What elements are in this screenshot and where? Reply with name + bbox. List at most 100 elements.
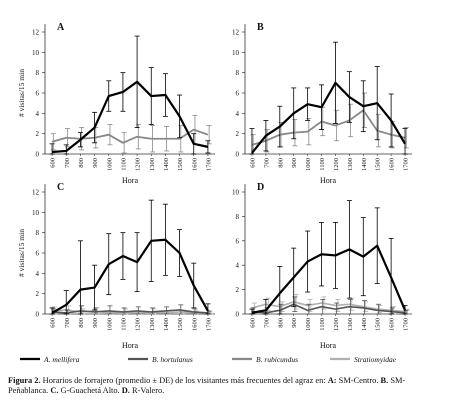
x-tick-label: 1400 (163, 158, 170, 171)
x-tick-label: 1500 (177, 318, 184, 331)
caption-key-b: B. (380, 376, 389, 385)
x-tick-label: 600 (50, 318, 57, 328)
x-tick-label: 900 (291, 158, 298, 168)
caption-lead: Figura 2. (8, 376, 41, 385)
x-tick-label: 1700 (403, 318, 410, 331)
x-tick-label: 700 (263, 158, 270, 168)
series-line (251, 303, 406, 314)
y-tick-label: 4 (236, 110, 240, 118)
x-axis-title-bottom: Hora (122, 341, 138, 350)
figure-caption: Figura 2. Horarios de forrajero (promedi… (8, 376, 444, 396)
x-tick-label: 1100 (319, 158, 326, 171)
x-tick-label: 1400 (163, 318, 170, 331)
x-tick-label: 1100 (120, 158, 127, 171)
x-tick-label: 1600 (191, 318, 198, 331)
x-tick-label: 1000 (106, 318, 113, 331)
panel-b: B 0 2 4 6 8 10 12 600 700 800 900 1000 1100 1200 1300 14… (232, 22, 412, 171)
y-tick-label: 0 (236, 311, 240, 319)
panel-a: A 0 2 4 6 8 10 12 600 700 800 900 1000 1100 1200 1300 14… (17, 22, 215, 171)
x-axis-title-bottom-right: Hora (320, 341, 336, 350)
series-stratiomyidae (51, 305, 213, 315)
legend-label: Stratiomyidae (354, 355, 397, 364)
x-tick-label: 1200 (135, 318, 142, 331)
x-tick-label: 1700 (403, 158, 410, 171)
legend-label: B. hortulanus (152, 355, 193, 364)
caption-key-a: A: (327, 376, 337, 385)
caption-key-d: D. (121, 386, 130, 395)
panel-d: D 0 2 4 6 8 10 600 700 800 900 1000 1100 1200 1300 1400… (232, 182, 412, 331)
panel-letter-b: B (257, 22, 264, 33)
x-tick-label: 1200 (333, 158, 340, 171)
series-line (251, 300, 406, 313)
series-a-mellifera (249, 200, 408, 315)
series-line (251, 109, 406, 146)
x-tick-label: 900 (291, 318, 298, 328)
x-tick-label: 1600 (191, 158, 198, 171)
y-tick-label: 0 (236, 151, 240, 159)
caption-site-d: R-Valero. (132, 386, 165, 395)
x-tick-label: 800 (277, 158, 284, 168)
legend: A. mellifera B. hortulanus B. rubicundus St… (20, 355, 397, 364)
series-line (51, 238, 209, 314)
x-tick-label: 1500 (375, 318, 382, 331)
y-tick-label: 4 (36, 110, 40, 118)
y-tick-label: 8 (36, 69, 40, 77)
x-tick-label: 1200 (333, 318, 340, 331)
x-tick-label: 1400 (361, 318, 368, 331)
y-axis-title: # visitas/15 min (17, 229, 26, 277)
caption-text: Horarios de forrajero (promedio ± DE) de… (42, 376, 326, 385)
series-line (51, 128, 209, 144)
x-tick-label: 900 (92, 318, 99, 328)
series-line (251, 81, 406, 154)
x-tick-label: 1000 (305, 158, 312, 171)
x-tick-label: 600 (249, 158, 256, 168)
y-tick-label: 2 (36, 290, 40, 298)
series-a-mellifera (49, 199, 211, 315)
x-tick-label: 1400 (361, 158, 368, 171)
x-tick-label: 700 (64, 158, 71, 168)
y-axis-title: # visitas/15 min (17, 69, 26, 117)
y-tick-label: 6 (236, 90, 240, 98)
panel-letter-d: D (257, 182, 264, 193)
x-tick-label: 1700 (205, 158, 212, 171)
series-b-hortulanus (250, 296, 409, 315)
legend-label: A. mellifera (43, 355, 80, 364)
x-tick-label: 1500 (375, 158, 382, 171)
series-b-rubicundus (50, 114, 212, 154)
x-tick-label: 1300 (149, 318, 156, 331)
series-stratiomyidae (251, 294, 410, 315)
caption-site-c: G-Guachetá Alto. (60, 386, 120, 395)
x-tick-label: 1100 (319, 318, 326, 331)
caption-site-b: SM-Peñablanca. (8, 376, 406, 395)
caption-site-a: SM-Centro. (338, 376, 379, 385)
y-tick-label: 2 (236, 130, 240, 138)
y-tick-label: 6 (36, 90, 40, 98)
x-tick-label: 700 (263, 318, 270, 328)
series-line (251, 244, 407, 314)
x-tick-label: 1300 (347, 318, 354, 331)
x-tick-label: 600 (249, 318, 256, 328)
x-tick-label: 1100 (120, 318, 127, 331)
y-tick-label: 8 (36, 229, 40, 237)
panel-c: C 0 2 4 6 8 10 12 600 700 800 900 1000 1100 1200 1300 14… (17, 182, 215, 331)
y-tick-label: 6 (36, 250, 40, 258)
x-tick-label: 600 (50, 158, 57, 168)
x-tick-label: 1200 (135, 158, 142, 171)
x-axis-title-top: Hora (122, 176, 138, 185)
y-tick-label: 10 (32, 49, 40, 57)
y-tick-label: 10 (232, 189, 240, 197)
x-tick-label: 800 (277, 318, 284, 328)
x-tick-label: 1300 (149, 158, 156, 171)
y-tick-label: 4 (36, 270, 40, 278)
y-tick-label: 12 (32, 189, 40, 197)
x-tick-label: 1600 (389, 318, 396, 331)
series-a-mellifera (249, 41, 408, 155)
series-b-rubicundus (250, 92, 409, 155)
x-tick-label: 1600 (389, 158, 396, 171)
y-tick-label: 0 (36, 151, 40, 159)
x-tick-label: 1300 (347, 158, 354, 171)
y-tick-label: 10 (232, 49, 240, 57)
x-tick-label: 700 (64, 318, 71, 328)
x-tick-label: 800 (78, 318, 85, 328)
